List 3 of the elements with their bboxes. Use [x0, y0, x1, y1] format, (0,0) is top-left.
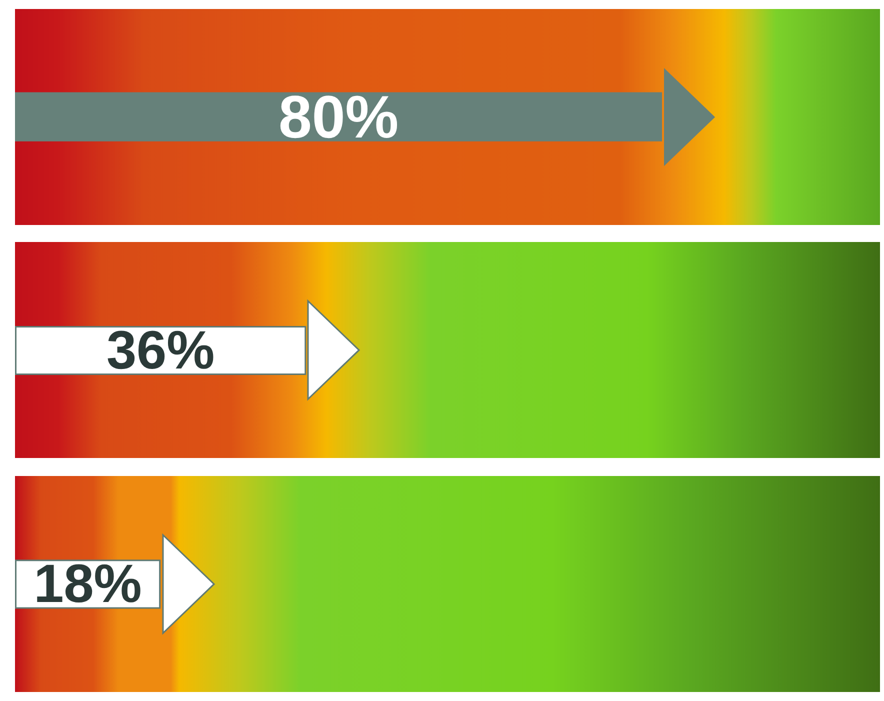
- data-label: 18%: [34, 554, 142, 614]
- data-label: 80%: [278, 83, 399, 150]
- data-label: 36%: [106, 320, 215, 380]
